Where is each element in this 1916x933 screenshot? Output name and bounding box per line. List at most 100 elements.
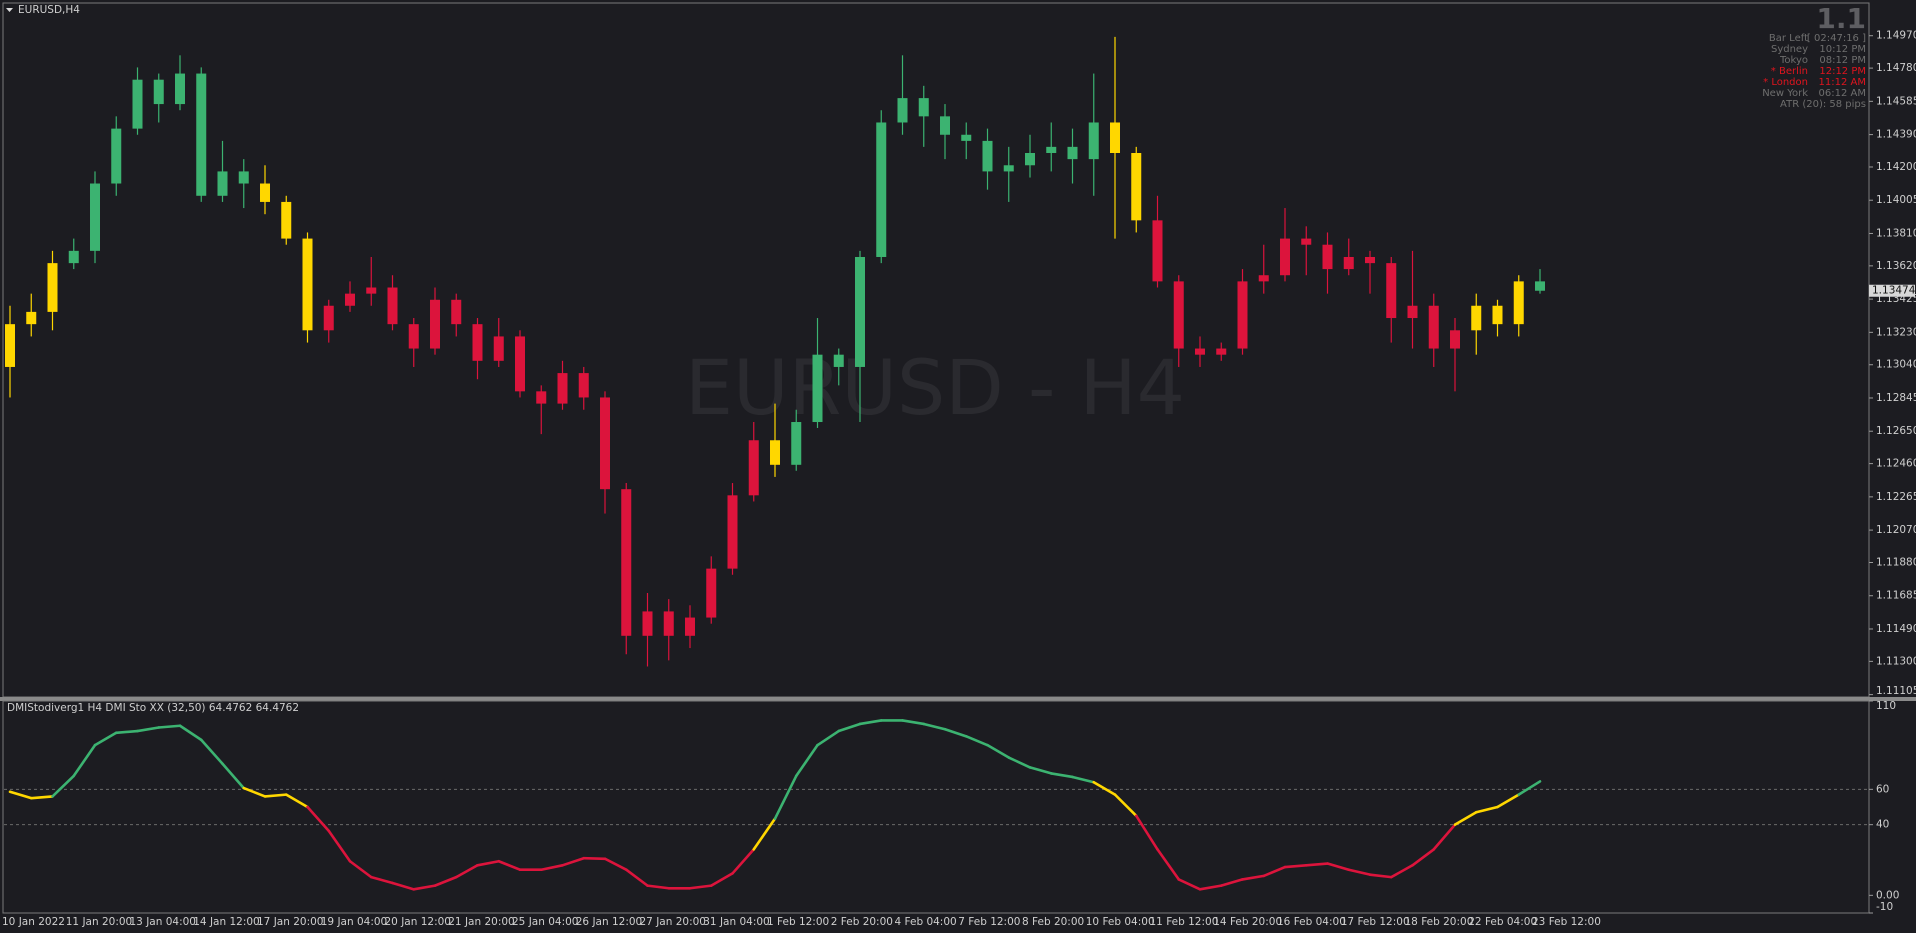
indicator-segment [901,719,926,726]
indicator-segment [369,875,394,885]
candle-body [855,256,865,367]
pane-separator [0,697,1916,701]
indicator-segment [1283,863,1308,869]
y-tick-label: 1.11300 [1876,655,1916,667]
candle-body [387,287,398,325]
candle-body [1301,238,1312,245]
indicator-segment [709,872,734,887]
candle-body [302,238,313,331]
y-tick-label: 1.11880 [1876,556,1916,568]
y-tick-label: 40 [1876,819,1889,831]
y-tick-label: 1.12845 [1876,392,1916,404]
candle-body [47,263,58,312]
candle-body [536,391,547,404]
indicator-segment [72,743,97,778]
y-tick-label: 1.14005 [1876,194,1916,206]
x-tick-label: 31 Jan 04:00 [703,916,769,928]
y-tick-label: 1.14780 [1876,62,1916,74]
indicator-segment [433,875,458,887]
info-label: Sydney [1771,44,1808,55]
x-tick-label: 25 Jan 04:00 [512,916,578,928]
indicator-segment [1326,862,1351,872]
candle-body [961,134,972,141]
candle-body [748,440,759,496]
candle-body [323,305,334,331]
candle-body [833,354,844,367]
candle-body [90,183,100,251]
y-tick-label: 0.00 [1876,889,1899,901]
candle-body [1152,220,1163,282]
indicator-segment [603,857,628,872]
indicator-segment [1304,862,1329,867]
candle-body [1003,165,1014,172]
x-tick-label: 10 Feb 04:00 [1086,916,1155,928]
indicator-segment [1389,863,1414,879]
x-tick-label: 7 Feb 12:00 [958,916,1020,928]
indicator-segment [1496,793,1521,809]
indicator-segment [1071,775,1096,784]
x-tick-label: 11 Jan 20:00 [66,916,132,928]
candle-body [1237,281,1248,349]
info-value: 11:12 AM [1819,77,1866,88]
indicator-segment [858,719,883,726]
candle-body [1513,281,1524,325]
candle-body [1067,146,1078,160]
indicator-segment [157,724,182,729]
indicator-segment [1411,848,1436,867]
menu-arrow[interactable] [6,8,13,12]
candle-body [1110,122,1120,153]
x-tick-label: 17 Jan 20:00 [257,916,323,928]
y-tick-label: 1.13620 [1876,260,1916,272]
x-tick-label: 13 Jan 04:00 [130,916,196,928]
info-label: Bar Left [1769,33,1808,44]
indicator-segment [476,859,501,867]
indicator-segment [454,863,479,879]
candle-body [1131,152,1142,221]
indicator-segment [8,790,33,800]
indicator-segment [561,856,586,867]
indicator-segment [1113,793,1138,818]
candle-body [940,116,950,135]
counter: 1.1 [1816,2,1866,35]
x-tick-label: 11 Feb 12:00 [1150,916,1219,928]
candle-body [685,617,695,636]
x-tick-label: 26 Jan 12:00 [576,916,642,928]
indicator-segment [1177,878,1202,891]
candle-body [918,98,929,117]
y-tick-label: -10 [1876,901,1893,913]
candle-body [345,293,355,306]
indicator-segment [1453,810,1478,826]
candle-body [1025,152,1035,166]
indicator-segment [731,848,756,875]
indicator-segment [221,762,246,790]
candle-body [5,324,15,367]
candle-body [238,171,249,184]
y-tick-label: 1.14390 [1876,129,1916,141]
candle-body [1088,122,1099,160]
indicator-segment [1241,874,1266,881]
info-label: ATR (20): 58 pips [1780,99,1866,110]
x-tick-label: 10 Jan 2022 [2,916,65,928]
info-value: 06:12 AM [1819,88,1866,99]
candle-body [621,489,632,636]
candle-body [982,140,993,172]
candle-body [1535,281,1545,291]
indicator-segment [646,884,671,890]
indicator-segment [1198,884,1223,891]
info-value: 08:12 PM [1819,55,1866,66]
indicator-segment [837,722,862,733]
candle-body [1195,348,1205,355]
indicator-segment [1517,780,1542,796]
y-tick-label: 1.11490 [1876,623,1916,635]
indicator-segment [327,829,352,863]
candle-body [175,73,185,105]
y-tick-label: 110 [1876,700,1896,712]
indicator-segment [1028,766,1053,775]
x-tick-label: 23 Feb 12:00 [1532,916,1601,928]
y-tick-label: 1.14970 [1876,30,1916,42]
indicator-segment [1219,878,1244,887]
x-tick-label: 2 Feb 20:00 [831,916,893,928]
indicator-segment [539,863,564,872]
